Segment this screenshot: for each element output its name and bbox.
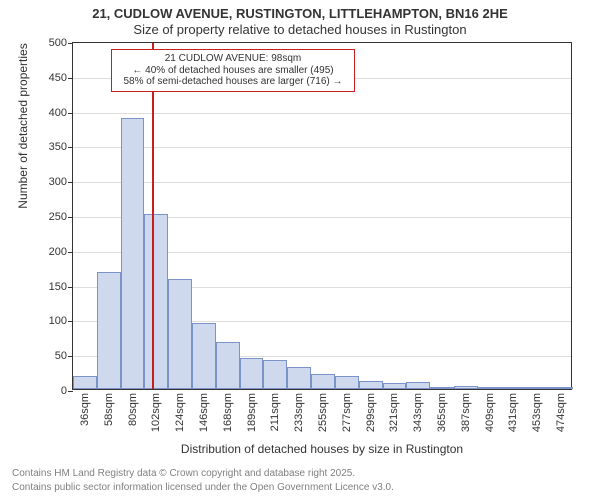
plot-area: 05010015020025030035040045050036sqm58sqm… [72, 42, 572, 390]
xtick-label: 102sqm [150, 389, 162, 432]
xtick-label: 80sqm [127, 389, 139, 426]
chart-subtitle: Size of property relative to detached ho… [0, 22, 600, 37]
histogram-bar [121, 118, 145, 389]
histogram-bar [406, 382, 430, 389]
annotation-line: 21 CUDLOW AVENUE: 98sqm [115, 53, 351, 65]
x-axis-label: Distribution of detached houses by size … [72, 442, 572, 456]
xtick-label: 233sqm [293, 389, 305, 432]
xtick-label: 277sqm [341, 389, 353, 432]
histogram-bar [263, 360, 287, 389]
ytick-label: 350 [49, 141, 73, 153]
histogram-bar [192, 323, 216, 389]
ytick-label: 300 [49, 176, 73, 188]
xtick-label: 343sqm [412, 389, 424, 432]
gridline [73, 113, 571, 114]
y-axis-label: Number of detached properties [16, 0, 30, 316]
histogram-bar [97, 272, 121, 389]
annotation-line: ← 40% of detached houses are smaller (49… [115, 65, 351, 77]
xtick-label: 255sqm [317, 389, 329, 432]
xtick-label: 168sqm [222, 389, 234, 432]
histogram-bar [168, 279, 192, 389]
ytick-label: 250 [49, 211, 73, 223]
xtick-label: 124sqm [174, 389, 186, 432]
ytick-label: 500 [49, 37, 73, 49]
property-marker-line [152, 43, 154, 389]
xtick-label: 58sqm [103, 389, 115, 426]
histogram-bar [335, 376, 359, 389]
xtick-label: 365sqm [436, 389, 448, 432]
histogram-bar [240, 358, 264, 389]
xtick-label: 474sqm [555, 389, 567, 432]
xtick-label: 431sqm [507, 389, 519, 432]
ytick-label: 400 [49, 107, 73, 119]
ytick-label: 150 [49, 281, 73, 293]
gridline [73, 147, 571, 148]
xtick-label: 409sqm [484, 389, 496, 432]
xtick-label: 453sqm [531, 389, 543, 432]
ytick-label: 450 [49, 72, 73, 84]
xtick-label: 387sqm [460, 389, 472, 432]
annotation-line: 58% of semi-detached houses are larger (… [115, 76, 351, 88]
xtick-label: 299sqm [365, 389, 377, 432]
ytick-label: 50 [55, 350, 73, 362]
xtick-label: 146sqm [198, 389, 210, 432]
gridline [73, 182, 571, 183]
annotation-box: 21 CUDLOW AVENUE: 98sqm← 40% of detached… [111, 49, 355, 92]
xtick-label: 321sqm [388, 389, 400, 432]
xtick-label: 189sqm [246, 389, 258, 432]
xtick-label: 36sqm [79, 389, 91, 426]
ytick-label: 0 [61, 385, 73, 397]
histogram-bar [311, 374, 335, 389]
chart-title: 21, CUDLOW AVENUE, RUSTINGTON, LITTLEHAM… [0, 6, 600, 21]
xtick-label: 211sqm [269, 389, 281, 431]
histogram-bar [144, 214, 168, 389]
footer-line-1: Contains HM Land Registry data © Crown c… [12, 468, 355, 479]
footer-line-2: Contains public sector information licen… [12, 482, 394, 493]
histogram-bar [73, 376, 97, 389]
histogram-bar [287, 367, 311, 389]
ytick-label: 100 [49, 315, 73, 327]
histogram-bar [359, 381, 383, 389]
histogram-bar [216, 342, 240, 389]
ytick-label: 200 [49, 246, 73, 258]
